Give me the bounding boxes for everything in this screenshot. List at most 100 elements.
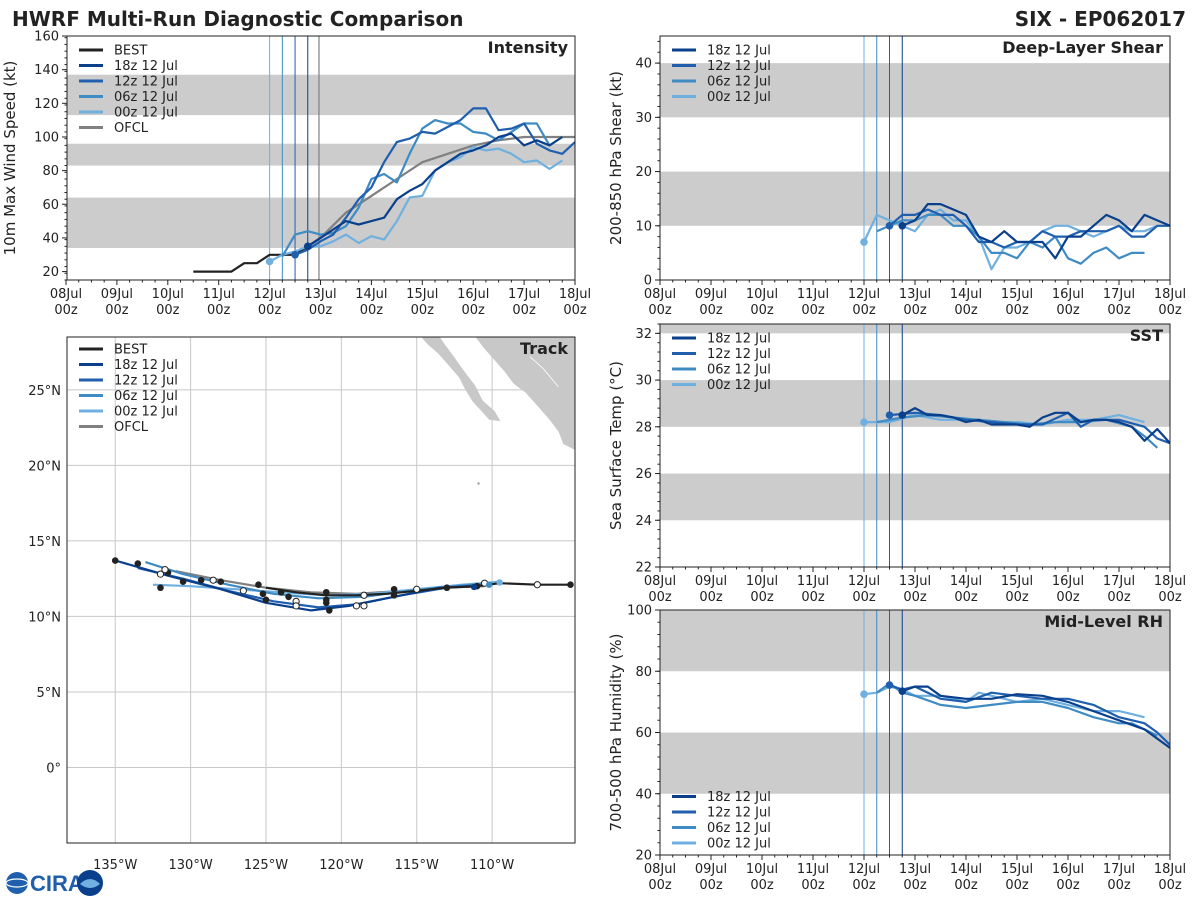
sst-title: SST bbox=[1130, 326, 1163, 345]
intensity-band bbox=[67, 74, 575, 116]
track-lon-label: 115°W bbox=[395, 858, 439, 873]
rh-x-tick-day: 18Jul bbox=[1154, 862, 1186, 877]
shear-legend-label: 00z 12 Jul bbox=[707, 90, 771, 105]
track-point-open bbox=[360, 591, 368, 599]
figure-title: HWRF Multi-Run Diagnostic Comparison bbox=[12, 7, 463, 31]
intensity-y-tick-label: 40 bbox=[42, 231, 59, 246]
intensity-x-tick-day: 09Jul bbox=[101, 287, 133, 302]
track-point-filled bbox=[390, 591, 398, 599]
shear-bands bbox=[660, 63, 1170, 226]
sst-bands bbox=[660, 324, 1170, 521]
shear-x-tick-hour: 00z bbox=[699, 303, 723, 318]
intensity-x-tick-day: 12Jul bbox=[253, 287, 285, 302]
mexico-land bbox=[474, 337, 575, 451]
intensity-x-tick-hour: 00z bbox=[563, 303, 587, 318]
intensity-legend-label: 00z 12 Jul bbox=[114, 106, 178, 121]
sst-x-tick-day: 10Jul bbox=[746, 574, 778, 589]
rh-marker-00z-12-jul bbox=[860, 690, 868, 699]
intensity-x-tick-hour: 00z bbox=[258, 303, 282, 318]
rh-y-tick-label: 80 bbox=[635, 665, 652, 680]
intensity-line-00z-12-jul bbox=[269, 146, 563, 263]
shear-x-tick-day: 14Jul bbox=[950, 287, 982, 302]
rh-x-tick-day: 17Jul bbox=[1103, 862, 1135, 877]
track-point-r06 bbox=[485, 581, 493, 588]
shear-legend-label: 12z 12 Jul bbox=[707, 59, 771, 74]
intensity-x-tick-day: 10Jul bbox=[152, 287, 184, 302]
sst-legend-label: 06z 12 Jul bbox=[707, 363, 771, 378]
shear-x-tick-hour: 00z bbox=[1005, 303, 1029, 318]
rh-x-tick-hour: 00z bbox=[1005, 878, 1029, 893]
track-lon-label: 130°W bbox=[169, 858, 213, 873]
sst-x-tick-hour: 00z bbox=[1107, 590, 1131, 605]
rh-line-00z-12-jul bbox=[863, 685, 1145, 719]
rh-init-lines bbox=[863, 610, 903, 855]
sst-y-tick-label: 22 bbox=[635, 561, 652, 576]
sst-band bbox=[660, 473, 1170, 521]
intensity-x-tick-hour: 00z bbox=[156, 303, 180, 318]
track-point-filled bbox=[285, 593, 292, 601]
rh-y-tick-label: 40 bbox=[635, 787, 652, 802]
shear-y-tick-label: 20 bbox=[635, 165, 652, 180]
rh-y-tick-label: 20 bbox=[635, 849, 652, 864]
baja-land bbox=[420, 337, 502, 423]
intensity-title: Intensity bbox=[488, 38, 569, 57]
track-lat-label: 25°N bbox=[28, 384, 61, 399]
shear-x-tick-hour: 00z bbox=[1056, 303, 1080, 318]
rh-x-tick-hour: 00z bbox=[648, 878, 672, 893]
rh-x-tick-hour: 00z bbox=[954, 878, 978, 893]
sst-legend-label: 12z 12 Jul bbox=[707, 347, 771, 362]
sst-x-tick-day: 18Jul bbox=[1154, 574, 1186, 589]
shear-marker-12z-12-jul bbox=[885, 221, 894, 230]
rh-x-tick-hour: 00z bbox=[801, 878, 825, 893]
track-title: Track bbox=[520, 339, 568, 358]
shear-marker-18z-12-jul bbox=[898, 221, 907, 230]
shear-x-tick-day: 13Jul bbox=[899, 287, 931, 302]
sst-x-tick-day: 12Jul bbox=[848, 574, 880, 589]
shear-x-tick-day: 09Jul bbox=[695, 287, 727, 302]
cira-emblem-wave bbox=[80, 879, 100, 888]
rh-line-06z-12-jul bbox=[876, 682, 1158, 737]
rh-legend-label: 18z 12 Jul bbox=[707, 790, 771, 805]
intensity-x-tick-day: 08Jul bbox=[50, 287, 82, 302]
intensity-marker-12z-12-jul bbox=[291, 250, 299, 259]
sst-y-tick-label: 26 bbox=[635, 467, 652, 482]
track-point-filled bbox=[322, 599, 330, 607]
track-point-filled bbox=[157, 584, 164, 592]
shear-y-tick-label: 0 bbox=[644, 274, 652, 289]
track-point-open bbox=[533, 581, 541, 589]
rh-x-tick-day: 16Jul bbox=[1052, 862, 1084, 877]
intensity-line-18z-12-jul bbox=[307, 132, 563, 248]
rh-x-tick-day: 13Jul bbox=[899, 862, 931, 877]
sst-marker-00z-12-jul bbox=[860, 418, 868, 426]
track-legend-label: 12z 12 Jul bbox=[114, 374, 178, 389]
track-point-open bbox=[239, 587, 247, 595]
track-point-filled bbox=[111, 557, 119, 564]
shear-x-tick-day: 16Jul bbox=[1052, 287, 1084, 302]
shear-title: Deep-Layer Shear bbox=[1002, 38, 1163, 57]
shear-line-18z-12-jul bbox=[901, 203, 1170, 260]
shear-y-tick-label: 30 bbox=[635, 111, 652, 126]
track-legend-label: BEST bbox=[114, 343, 147, 358]
track-point-open bbox=[161, 566, 169, 574]
track-legend-label: 06z 12 Jul bbox=[114, 389, 178, 404]
shear-band bbox=[660, 63, 1170, 118]
track-legend-label: 18z 12 Jul bbox=[114, 358, 178, 373]
intensity-y-axis-label: 10m Max Wind Speed (kt) bbox=[1, 61, 19, 256]
sst-x-tick-day: 11Jul bbox=[797, 574, 829, 589]
intensity-y-tick-label: 20 bbox=[42, 265, 59, 280]
sst-series bbox=[860, 407, 1170, 449]
track-point-filled bbox=[197, 576, 205, 584]
shear-y-tick-label: 10 bbox=[635, 219, 652, 234]
sst-band bbox=[660, 324, 1170, 334]
rh-line-18z-12-jul bbox=[901, 685, 1170, 749]
sst-y-tick-label: 28 bbox=[635, 420, 652, 435]
sst-x-tick-hour: 00z bbox=[699, 590, 723, 605]
cira-logo-text: CIRA bbox=[30, 871, 84, 896]
sst-x-tick-day: 14Jul bbox=[950, 574, 982, 589]
intensity-x-tick-hour: 00z bbox=[462, 303, 486, 318]
track-point-open bbox=[156, 570, 165, 578]
intensity-series bbox=[193, 107, 575, 273]
